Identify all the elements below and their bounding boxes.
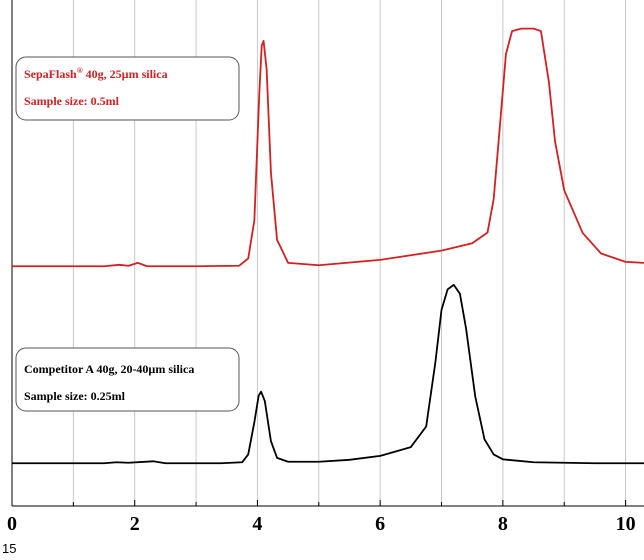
- legend-sepaflash-line2: Sample size: 0.5ml: [24, 94, 120, 108]
- x-tick-label-0: 0: [7, 513, 17, 535]
- x-tick-label-4: 4: [252, 513, 262, 535]
- series-lines: [12, 27, 644, 465]
- x-tick-label-2: 2: [130, 513, 140, 535]
- x-tick-label-6: 6: [375, 513, 385, 535]
- x-tick-label-10: 10: [616, 513, 636, 535]
- legend-box-sepaflash: SepaFlash® 40g, 25µm silica Sample size:…: [15, 56, 240, 121]
- legend-box-competitor-frame: [15, 347, 240, 412]
- series-line-sepaflash: [12, 27, 644, 268]
- legend-sepaflash-line1: SepaFlash® 40g, 25µm silica: [24, 66, 168, 81]
- x-axis: [11, 0, 644, 507]
- x-axis-ticks: 0 2 4 6 8 10: [7, 500, 636, 535]
- legend-competitor-line2: Sample size: 0.25ml: [24, 389, 126, 403]
- corner-label: 15: [2, 541, 17, 556]
- legend-box-competitor: Competitor A 40g, 20-40µm silica Sample …: [15, 347, 240, 412]
- legend-box-sepaflash-frame: [15, 56, 240, 121]
- legend-competitor-line1: Competitor A 40g, 20-40µm silica: [24, 362, 194, 376]
- series-line-competitor: [12, 283, 644, 465]
- x-tick-label-8: 8: [498, 513, 508, 535]
